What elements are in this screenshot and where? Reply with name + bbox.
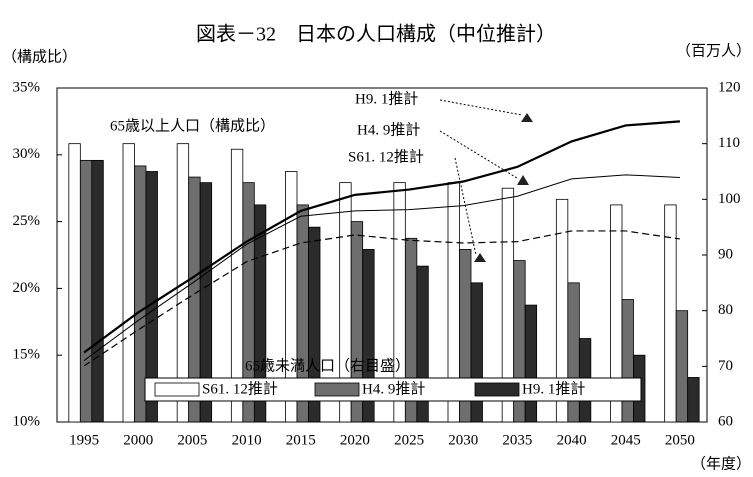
annotation-layer: 65歳以上人口（構成比） H9. 1推計 H4. 9推計 S61. 12推計: [110, 90, 533, 262]
x-tick-label: 2025: [394, 432, 424, 448]
chart-title: 図表－32 日本の人口構成（中位推計）: [196, 23, 556, 46]
y2-tick-label: 60: [718, 413, 733, 429]
line: [83, 120, 680, 354]
y2-tick-label: 90: [718, 246, 733, 262]
y2-tick-label: 100: [718, 191, 741, 207]
y2-tick-label: 70: [718, 358, 733, 374]
x-tick-label: 2035: [502, 432, 532, 448]
legend-label: H4. 9推計: [362, 380, 425, 397]
legend-swatch: [154, 382, 200, 397]
x-tick-label: 2020: [340, 432, 370, 448]
line-label: S61. 12推計: [348, 148, 424, 165]
bar: [79, 159, 93, 423]
arrow: [517, 175, 529, 185]
x-tick-label: 2010: [232, 432, 262, 448]
bar: [524, 304, 538, 423]
x-tick-label: 1995: [69, 432, 99, 448]
y2-tick-label: 120: [718, 79, 741, 95]
x-tick-label: 2000: [123, 432, 153, 448]
bar: [470, 282, 483, 423]
bar: [362, 249, 375, 423]
bar: [68, 143, 81, 423]
arrow: [474, 253, 486, 262]
y-axis-label: （構成比）: [2, 48, 77, 65]
line-label: H9. 1推計: [355, 90, 418, 107]
legend: 65歳未満人口（右目盛） S61. 12推計 H4. 9推計 H9. 1推計: [144, 357, 642, 402]
annotation: 65歳以上人口（構成比）: [110, 117, 275, 134]
y-tick-label: 30%: [13, 146, 41, 162]
x-axis-label: （年度）: [691, 455, 751, 472]
y-tick-label: 25%: [13, 213, 41, 229]
legend-swatch: [314, 382, 360, 397]
bar: [687, 377, 700, 423]
y2-tick-label: 110: [718, 135, 740, 151]
x-tick-label: 2005: [177, 432, 207, 448]
arrow: [521, 113, 533, 122]
x-tick-label: 2030: [448, 432, 478, 448]
bar: [675, 310, 689, 423]
y-tick-label: 15%: [13, 347, 41, 363]
bar: [253, 204, 267, 423]
bar: [621, 299, 634, 423]
legend-label: H9. 1推計: [522, 380, 585, 397]
leader: [439, 130, 518, 179]
y2-tick-label: 80: [718, 302, 733, 318]
y-tick-label: 20%: [13, 280, 41, 296]
legend-swatch: [474, 382, 520, 397]
x-tick-label: 2015: [286, 432, 316, 448]
annotation: 65歳未満人口（右目盛）: [245, 357, 410, 374]
x-tick-label: 2045: [611, 432, 641, 448]
y2-axis-label: （百万人）: [676, 42, 751, 59]
bar: [91, 159, 104, 423]
y-tick-label: 10%: [13, 413, 41, 429]
legend-label: S61. 12推計: [202, 380, 278, 397]
bar: [416, 265, 429, 423]
bar: [145, 171, 158, 423]
line-label: H4. 9推計: [357, 121, 420, 138]
leader: [439, 99, 523, 116]
marks: 10% 15% 20% 25% 30% 35% 60 70 80 90 100 110 120 1995 2…: [13, 79, 741, 448]
leader: [454, 157, 477, 256]
y-tick-label: 35%: [13, 79, 41, 95]
x-tick-label: 2040: [557, 432, 587, 448]
bar: [199, 182, 213, 423]
line: [83, 230, 681, 367]
bar: [122, 143, 135, 423]
bar: [308, 226, 321, 423]
line: [83, 174, 680, 361]
bar: [134, 165, 147, 423]
x-tick-label: 2050: [665, 432, 695, 448]
